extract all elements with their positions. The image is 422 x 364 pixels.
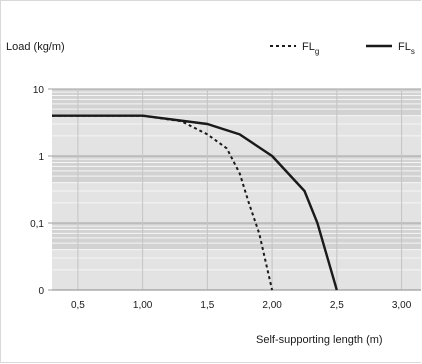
y-tick-label: 10 xyxy=(33,85,45,96)
legend-label-dotted: FLg xyxy=(302,41,319,56)
y-tick-label: 0,1 xyxy=(30,219,44,230)
plot-background xyxy=(52,89,421,290)
x-tick-label: 3,00 xyxy=(392,300,412,311)
x-tick-label: 1,00 xyxy=(133,300,153,311)
y-axis-title: Load (kg/m) xyxy=(6,41,65,53)
x-tick-label: 1,5 xyxy=(200,300,214,311)
x-tick-label: 0,5 xyxy=(71,300,85,311)
decade-band xyxy=(52,89,421,116)
y-tick-label: 0 xyxy=(38,286,44,297)
y-tick-label: 1 xyxy=(38,152,44,163)
decade-band xyxy=(52,223,421,250)
series-lines xyxy=(52,114,338,291)
x-tick-label: 2,00 xyxy=(262,300,282,311)
x-axis-title: Self-supporting length (m) xyxy=(256,334,383,346)
legend: FLg FLs xyxy=(270,41,415,56)
tick-labels: 10 1 0,1 0 0,5 1,00 1,5 2,00 2,5 3,00 xyxy=(30,85,412,311)
series-line-fls xyxy=(52,114,338,291)
x-tick-label: 2,5 xyxy=(330,300,344,311)
plot-area xyxy=(52,89,421,290)
legend-label-solid: FLs xyxy=(398,41,415,56)
grid-lines xyxy=(48,88,421,291)
